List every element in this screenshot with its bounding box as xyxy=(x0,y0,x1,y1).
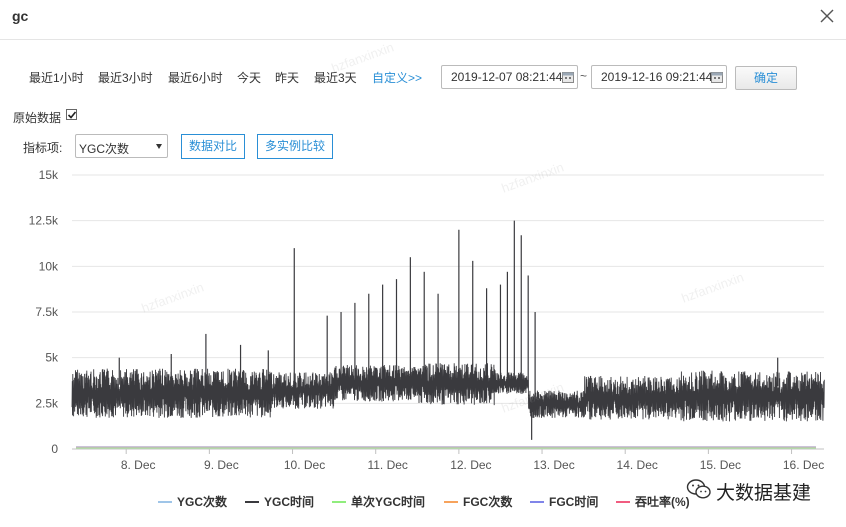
y-tick-label: 5k xyxy=(45,351,59,365)
x-tick-label: 16. Dec xyxy=(783,458,824,472)
chevron-down-icon xyxy=(156,144,162,149)
quick-range-yesterday[interactable]: 昨天 xyxy=(275,71,300,85)
x-tick-label: 8. Dec xyxy=(121,458,156,472)
dialog-title: gc xyxy=(12,8,29,24)
multi-instance-compare-button[interactable]: 多实例比较 xyxy=(257,134,333,159)
checkmark-icon xyxy=(67,111,77,119)
legend-swatch xyxy=(332,500,346,503)
y-tick-label: 10k xyxy=(39,259,59,273)
end-date-input[interactable]: 2019-12-16 09:21:44 xyxy=(591,65,727,89)
close-icon[interactable] xyxy=(818,7,836,25)
x-tick-label: 10. Dec xyxy=(284,458,325,472)
calendar-icon[interactable] xyxy=(711,71,723,83)
legend-label: YGC时间 xyxy=(264,495,315,509)
quick-range-1h[interactable]: 最近1小时 xyxy=(29,71,84,85)
y-tick-label: 7.5k xyxy=(35,305,59,319)
start-date-value: 2019-12-07 08:21:44 xyxy=(451,70,563,84)
metric-label: 指标项: xyxy=(23,141,63,155)
chart-series xyxy=(71,220,825,449)
x-tick-label: 13. Dec xyxy=(533,458,574,472)
confirm-button[interactable]: 确定 xyxy=(735,66,797,90)
x-tick-label: 9. Dec xyxy=(204,458,239,472)
legend-swatch xyxy=(616,500,630,503)
y-tick-label: 0 xyxy=(51,442,58,456)
quick-range-6h[interactable]: 最近6小时 xyxy=(168,71,223,85)
legend-label: FGC时间 xyxy=(549,495,599,509)
x-tick-label: 11. Dec xyxy=(367,458,407,472)
legend-item-fgc-time[interactable]: FGC时间 xyxy=(530,493,598,510)
x-tick-label: 14. Dec xyxy=(617,458,658,472)
quick-range-3d[interactable]: 最近3天 xyxy=(314,71,357,85)
brand-name: 大数据基建 xyxy=(716,483,812,504)
legend-item-throughput[interactable]: 吞吐率(%) xyxy=(616,493,690,510)
quick-range-3h[interactable]: 最近3小时 xyxy=(98,71,153,85)
quick-range-today[interactable]: 今天 xyxy=(237,71,262,85)
end-date-value: 2019-12-16 09:21:44 xyxy=(601,70,713,84)
y-tick-label: 15k xyxy=(39,168,59,182)
legend-label: YGC次数 xyxy=(177,495,228,509)
legend-swatch xyxy=(530,500,544,503)
legend-label: 单次YGC时间 xyxy=(351,495,426,509)
custom-range-link[interactable]: 自定义>> xyxy=(372,71,423,85)
legend-item-ygc-time[interactable]: YGC时间 xyxy=(245,493,314,510)
gc-chart: 15k 12.5k 10k 7.5k 5k 2.5k 0 8. Dec 9. Dec 10. De… xyxy=(29,168,825,472)
legend-label: 吞吐率(%) xyxy=(635,495,690,509)
raw-data-checkbox[interactable] xyxy=(66,109,77,120)
metric-select[interactable]: YGC次数 xyxy=(75,134,168,158)
wechat-icon xyxy=(686,479,711,499)
legend-item-fgc-count[interactable]: FGC次数 xyxy=(444,493,512,510)
legend-swatch xyxy=(158,500,172,503)
x-tick-label: 12. Dec xyxy=(450,458,491,472)
series-line-ygc-time xyxy=(71,363,825,422)
start-date-input[interactable]: 2019-12-07 08:21:44 xyxy=(441,65,578,89)
legend-label: FGC次数 xyxy=(463,495,513,509)
y-tick-label: 12.5k xyxy=(29,214,59,228)
chart-axis: 15k 12.5k 10k 7.5k 5k 2.5k 0 8. Dec 9. Dec 10. De… xyxy=(29,168,825,472)
calendar-icon[interactable] xyxy=(562,71,574,83)
data-compare-button[interactable]: 数据对比 xyxy=(181,134,245,159)
legend-swatch xyxy=(444,500,458,503)
legend-item-single-ygc-time[interactable]: 单次YGC时间 xyxy=(332,493,425,510)
legend-swatch xyxy=(245,500,259,503)
legend-item-ygc-count[interactable]: YGC次数 xyxy=(158,493,227,510)
metric-selected-value: YGC次数 xyxy=(79,142,130,156)
y-tick-label: 2.5k xyxy=(35,396,59,410)
date-separator: ~ xyxy=(580,69,588,83)
raw-data-label: 原始数据 xyxy=(13,111,62,125)
x-tick-label: 15. Dec xyxy=(700,458,741,472)
dialog-titlebar: gc xyxy=(0,0,846,40)
